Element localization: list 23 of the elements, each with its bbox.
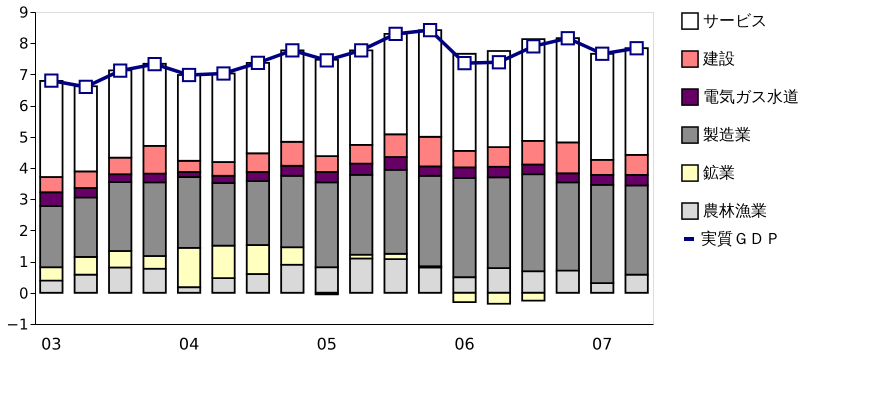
y-tick-label: 6 xyxy=(18,97,28,116)
legend-label: 電気ガス水道 xyxy=(703,87,799,106)
x-tick-label: 04 xyxy=(178,334,200,354)
y-tick-label: 9 xyxy=(18,4,28,22)
x-tick-label: 06 xyxy=(454,334,475,354)
legend-label: 製造業 xyxy=(703,125,751,144)
y-tick-label: 3 xyxy=(18,190,28,209)
y-tick-label: 5 xyxy=(18,128,28,146)
y-tick-label: 1 xyxy=(18,253,28,272)
y-tick-label: −1 xyxy=(6,316,28,334)
y-tick-label: 0 xyxy=(18,284,28,302)
legend-label: 鉱業 xyxy=(703,163,735,182)
y-tick-label: 4 xyxy=(18,160,28,178)
legend-label: 農林漁業 xyxy=(703,201,767,220)
legend-label: サービス xyxy=(703,11,767,30)
x-tick-label: 07 xyxy=(592,334,612,354)
legend-label: 実質ＧＤＰ xyxy=(701,229,781,248)
x-tick-label: 05 xyxy=(316,334,337,354)
x-tick-label: 03 xyxy=(41,334,62,354)
y-tick-label: 7 xyxy=(18,66,28,84)
y-tick-label: 8 xyxy=(18,34,28,53)
legend-label: 建設 xyxy=(702,49,735,68)
y-tick-label: 2 xyxy=(18,222,28,240)
